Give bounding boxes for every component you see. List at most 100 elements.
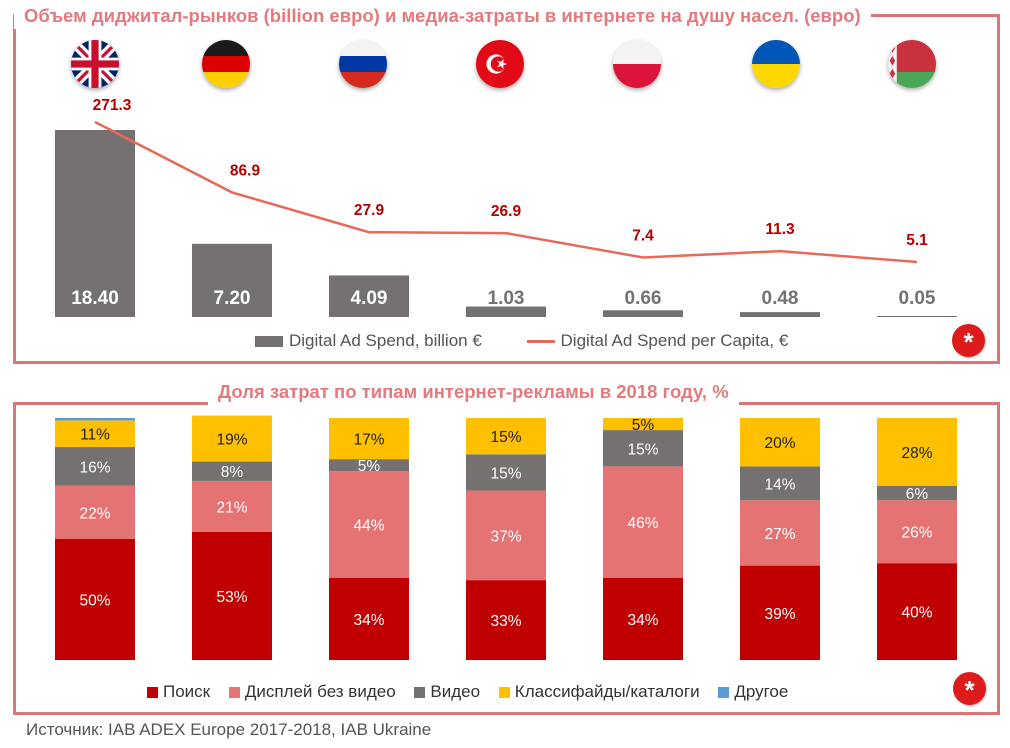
legend-poisk-swatch [147,687,158,699]
ad-spend-bar-label: 4.09 [351,288,388,309]
share-segment [740,418,820,467]
legend-display-label: Дисплей без видео [244,682,396,701]
ad-spend-bar-label: 0.66 [625,288,662,309]
share-segment-label: 20% [764,435,795,452]
share-segment [192,415,272,462]
per-capita-label: 26.9 [491,203,522,220]
share-segment-label: 11% [80,427,110,444]
legend-classified-label: Классифайды/каталоги [514,682,700,701]
ad-spend-bar-label: 0.48 [762,288,799,309]
top-legend: Digital Ad Spend, billion € Digital Ad S… [255,331,788,353]
ad-spend-bar [55,130,135,317]
share-segment-label: 39% [764,606,795,623]
legend-line-label: Digital Ad Spend per Capita, € [560,331,789,350]
per-capita-label: 86.9 [230,162,261,179]
share-segment-label: 34% [353,612,384,629]
share-segment-label: 16% [79,459,110,476]
share-segment [740,466,820,501]
share-segment [55,420,135,448]
share-segment-label: 50% [79,593,110,610]
share-segment [192,480,272,532]
per-capita-label: 271.3 [93,97,132,114]
top-chart-title: Объем диджитал-рынков (billion евро) и м… [14,3,871,29]
asterisk-icon[interactable]: * [952,324,985,357]
share-segment [877,563,957,660]
share-segment-label: 27% [764,526,795,543]
per-capita-label: 27.9 [354,202,385,219]
turkey-flag-icon [476,40,524,88]
share-segment [329,459,409,472]
share-segment [877,500,957,564]
share-segment-label: 44% [353,517,384,534]
ad-spend-bar [329,275,409,317]
legend-other-swatch [718,687,730,699]
source-note: Источник: IAB ADEX Europe 2017-2018, IAB… [26,720,432,739]
ad-spend-bar [466,306,546,317]
legend-other-label: Другое [734,682,789,701]
share-segment-label: 15% [490,465,521,482]
share-segment-label: 46% [627,515,658,532]
share-segment [329,577,409,660]
share-segment-label: 5% [632,417,655,434]
legend-display-swatch [228,687,240,699]
share-segment [466,418,546,455]
ad-spend-bar-label: 18.40 [71,288,119,309]
share-segment-label: 15% [490,429,521,446]
legend-video-label: Видео [430,682,481,701]
share-segment [603,418,683,431]
share-segment [603,430,683,467]
belarus-flag-icon [888,40,936,88]
share-segment [466,490,546,581]
ad-spend-bar-label: 7.20 [214,288,251,309]
ad-spend-bar [740,312,820,317]
legend-line-swatch [526,340,555,344]
per-capita-line [94,120,918,264]
russia-flag-icon [339,40,387,88]
uk-flag-icon [71,40,119,88]
legend-poisk-label: Поиск [163,682,211,701]
bottom-chart-title: Доля затрат по типам интернет-рекламы в … [208,379,739,405]
share-segment [329,471,409,578]
share-segment [55,539,135,660]
share-segment-label: 26% [901,525,932,542]
share-segment-label: 34% [627,612,658,629]
share-segment [740,500,820,566]
bottom-legend: Поиск Дисплей без видео Видео Классифайд… [147,682,788,704]
legend-bar-label: Digital Ad Spend, billion € [289,331,482,350]
share-segment-label: 37% [490,528,521,545]
share-segment [877,418,957,486]
share-segment-label: 17% [353,432,384,449]
share-segment [192,531,272,660]
legend-classified-swatch [498,687,510,699]
per-capita-label: 5.1 [906,232,928,249]
share-segment-label: 15% [627,441,658,458]
share-segment-label: 28% [901,445,932,462]
share-segment [466,580,546,660]
share-segment-label: 19% [216,432,247,449]
ad-spend-bar [192,243,272,317]
share-segment-label: 22% [79,505,110,522]
legend-bar-swatch [255,336,283,348]
ad-spend-bar [603,310,683,317]
share-segment [329,418,409,460]
share-segment [55,418,135,421]
asterisk-icon[interactable]: * [953,672,986,705]
ad-spend-bar-label: 0.05 [899,288,936,309]
top-chart: 18.40 7.20 4.09 1.03 0.66 0.48 0.05 271.3 86.9 27… [55,97,957,317]
share-segment-label: 21% [216,499,247,516]
share-segment-label: 5% [358,458,381,475]
per-capita-label: 7.4 [632,227,654,244]
ad-spend-bar-label: 1.03 [488,288,525,309]
share-segment-label: 6% [906,486,929,503]
share-segment-label: 53% [216,589,247,606]
share-segment [740,565,820,660]
share-segment [603,466,683,578]
share-segment-label: 40% [901,605,932,622]
germany-flag-icon [202,40,250,88]
share-segment-label: 33% [490,613,521,630]
share-segment-label: 14% [764,476,795,493]
share-segment-label: 8% [221,464,244,481]
share-segment [192,461,272,481]
share-segment [603,577,683,660]
